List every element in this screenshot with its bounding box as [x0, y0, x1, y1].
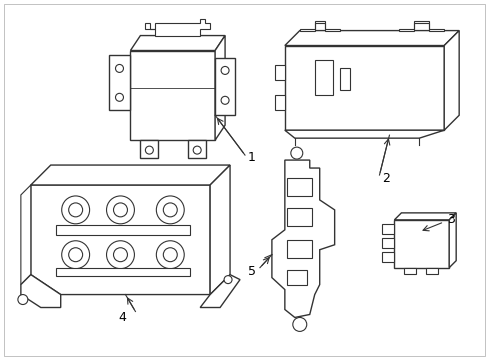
- Circle shape: [113, 248, 127, 262]
- Circle shape: [163, 203, 177, 217]
- Polygon shape: [145, 19, 210, 36]
- Polygon shape: [140, 140, 158, 158]
- Text: 4: 4: [118, 311, 126, 324]
- Polygon shape: [274, 95, 285, 110]
- Polygon shape: [31, 185, 210, 294]
- Circle shape: [18, 294, 28, 305]
- Circle shape: [68, 203, 82, 217]
- Bar: [382, 252, 394, 262]
- Circle shape: [221, 96, 228, 104]
- Bar: [404, 268, 415, 274]
- Circle shape: [221, 67, 228, 75]
- Bar: [286, 178, 311, 196]
- Polygon shape: [210, 165, 229, 294]
- Circle shape: [115, 93, 123, 101]
- Polygon shape: [285, 130, 443, 138]
- Circle shape: [145, 146, 153, 154]
- Text: 1: 1: [247, 150, 255, 163]
- Circle shape: [156, 196, 184, 224]
- Polygon shape: [130, 36, 224, 50]
- Bar: [394, 220, 448, 268]
- Bar: [314, 60, 332, 95]
- Circle shape: [224, 276, 232, 284]
- Bar: [56, 268, 190, 276]
- Circle shape: [115, 64, 123, 72]
- Circle shape: [292, 318, 306, 332]
- Text: 3: 3: [447, 213, 454, 226]
- Polygon shape: [215, 36, 224, 140]
- Bar: [286, 240, 311, 258]
- Polygon shape: [394, 213, 455, 220]
- Polygon shape: [130, 50, 215, 140]
- Bar: [286, 208, 311, 226]
- Polygon shape: [21, 275, 61, 307]
- Circle shape: [106, 241, 134, 269]
- Bar: [286, 270, 306, 285]
- Circle shape: [163, 248, 177, 262]
- Circle shape: [61, 241, 89, 269]
- Circle shape: [106, 196, 134, 224]
- Polygon shape: [31, 165, 229, 185]
- Polygon shape: [21, 185, 31, 285]
- Bar: [339, 68, 349, 90]
- Bar: [426, 268, 437, 274]
- Polygon shape: [299, 21, 339, 31]
- Polygon shape: [188, 140, 206, 158]
- Polygon shape: [108, 55, 130, 110]
- Polygon shape: [215, 58, 235, 115]
- Bar: [382, 224, 394, 234]
- Polygon shape: [274, 66, 285, 80]
- Text: 2: 2: [382, 171, 389, 185]
- Polygon shape: [399, 21, 443, 31]
- Polygon shape: [200, 275, 240, 307]
- Polygon shape: [271, 160, 334, 318]
- Bar: [56, 225, 190, 235]
- Polygon shape: [285, 45, 443, 130]
- Polygon shape: [443, 31, 458, 130]
- Polygon shape: [448, 213, 455, 268]
- Bar: [382, 238, 394, 248]
- Circle shape: [156, 241, 184, 269]
- Circle shape: [113, 203, 127, 217]
- Circle shape: [290, 147, 302, 159]
- Circle shape: [193, 146, 201, 154]
- Polygon shape: [285, 31, 458, 45]
- Text: 5: 5: [247, 265, 255, 278]
- Circle shape: [68, 248, 82, 262]
- Circle shape: [61, 196, 89, 224]
